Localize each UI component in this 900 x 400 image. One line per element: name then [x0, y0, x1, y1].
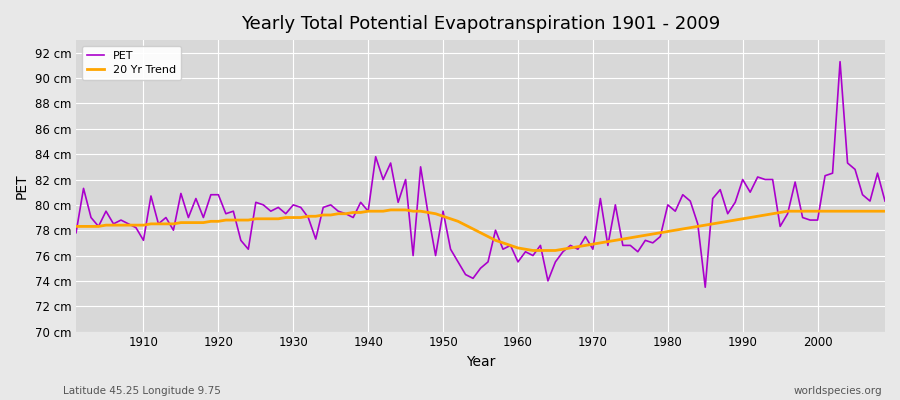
X-axis label: Year: Year — [466, 355, 495, 369]
20 Yr Trend — [385, 208, 396, 212]
20 Yr Trend — [70, 224, 81, 229]
Text: worldspecies.org: worldspecies.org — [794, 386, 882, 396]
Line: PET: PET — [76, 62, 885, 287]
20 Yr Trend — [520, 247, 531, 252]
Legend: PET, 20 Yr Trend: PET, 20 Yr Trend — [82, 46, 182, 80]
PET — [513, 260, 524, 264]
20 Yr Trend — [513, 246, 524, 250]
Text: Latitude 45.25 Longitude 9.75: Latitude 45.25 Longitude 9.75 — [63, 386, 220, 396]
PET — [834, 59, 845, 64]
PET — [130, 225, 141, 230]
20 Yr Trend — [617, 237, 628, 242]
PET — [602, 243, 613, 248]
20 Yr Trend — [130, 223, 141, 228]
PET — [879, 199, 890, 204]
Y-axis label: PET: PET — [15, 173, 29, 199]
20 Yr Trend — [295, 215, 306, 220]
PET — [295, 205, 306, 210]
PET — [70, 230, 81, 235]
PET — [700, 285, 711, 290]
Line: 20 Yr Trend: 20 Yr Trend — [76, 210, 885, 250]
PET — [340, 211, 351, 216]
20 Yr Trend — [340, 211, 351, 216]
20 Yr Trend — [527, 248, 538, 253]
Title: Yearly Total Potential Evapotranspiration 1901 - 2009: Yearly Total Potential Evapotranspiratio… — [241, 15, 720, 33]
20 Yr Trend — [879, 209, 890, 214]
PET — [505, 243, 516, 248]
